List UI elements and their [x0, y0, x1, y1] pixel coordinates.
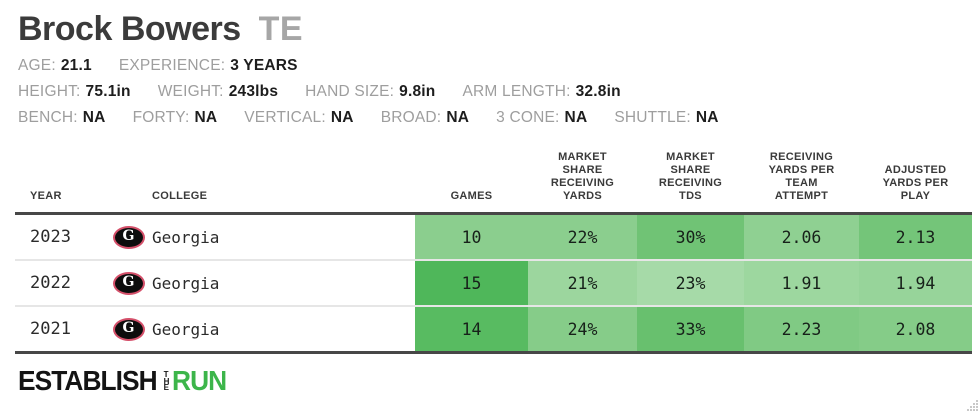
logo-the-letter: E: [163, 383, 169, 393]
bio-stat-experience: EXPERIENCE: 3 YEARS: [119, 57, 298, 75]
georgia-logo-letter: G: [122, 228, 135, 244]
college-cell: Georgia: [152, 319, 220, 339]
bio-stat-vertical: VERTICAL: NA: [244, 109, 353, 127]
bio-stat-hand-size: HAND SIZE: 9.8in: [305, 83, 435, 101]
bio-stat-forty: FORTY: NA: [133, 109, 218, 127]
bio-value: 9.8in: [399, 83, 436, 100]
bio-label: 3 CONE:: [496, 109, 560, 126]
georgia-logo-icon: G: [112, 225, 145, 249]
page-title: Brock Bowers TE: [18, 8, 980, 50]
bio-label: FORTY:: [132, 109, 190, 126]
year-cell: 2022: [30, 273, 71, 293]
college-logo-cell: G: [105, 307, 152, 351]
bio-label: HEIGHT:: [18, 83, 81, 100]
column-header-year: YEAR: [30, 190, 62, 202]
stat-cell-adj-ypp: 2.08: [859, 307, 972, 351]
player-position: TE: [258, 10, 304, 48]
bio-stat-bench: BENCH: NA: [18, 109, 106, 127]
stat-cell-ms-rec-tds: 33%: [637, 307, 744, 351]
logo-the-letter: T: [163, 370, 169, 380]
column-header-market-share-receiving-tds: MARKET SHARE RECEIVING TDS: [658, 151, 723, 202]
bio-row-2: HEIGHT: 75.1in WEIGHT: 243lbs HAND SIZE: 9.…: [18, 83, 980, 101]
bio-row-3: BENCH: NA FORTY: NA VERTICAL: NA BROAD: NA 3…: [18, 109, 980, 127]
georgia-logo-letter: G: [122, 274, 135, 290]
stat-cell-ms-rec-tds: 23%: [637, 261, 744, 305]
college-logo-cell: G: [105, 261, 152, 305]
bio-value: NA: [564, 109, 588, 126]
stat-cell-rec-ypta: 2.06: [744, 215, 859, 259]
bio-label: EXPERIENCE:: [118, 57, 226, 74]
bio-value: NA: [82, 109, 106, 126]
establish-the-run-logo: ESTABLISH T H E RUN: [18, 365, 980, 397]
bio-value: NA: [695, 109, 719, 126]
year-cell: 2021: [30, 319, 71, 339]
resize-grip-icon[interactable]: [965, 397, 979, 411]
bio-value: 21.1: [60, 57, 92, 74]
bio-stat-broad: BROAD: NA: [381, 109, 469, 127]
column-header-adjusted-yards-per-play: ADJUSTED YARDS PER PLAY: [882, 164, 949, 202]
stat-cell-rec-ypta: 2.23: [744, 307, 859, 351]
stat-cell-rec-ypta: 1.91: [744, 261, 859, 305]
bio-label: AGE:: [18, 57, 56, 74]
stat-cell-ms-rec-yards: 22%: [528, 215, 637, 259]
bio-stat-weight: WEIGHT: 243lbs: [158, 83, 278, 101]
logo-the-text: T H E: [163, 370, 170, 393]
stat-cell-ms-rec-yards: 21%: [528, 261, 637, 305]
bio-section: AGE: 21.1 EXPERIENCE: 3 YEARS HEIGHT: 75.1i…: [18, 57, 980, 127]
table-header-row: YEAR COLLEGE GAMES MARKET SHARE RECEIVIN…: [15, 135, 972, 215]
bio-value: 32.8in: [575, 83, 621, 100]
bio-value: NA: [446, 109, 470, 126]
stat-cell-games: 10: [415, 215, 528, 259]
bio-value: 3 YEARS: [230, 57, 298, 74]
table-row-2022: 2022 G Georgia 15 21% 23% 1.91 1.94: [15, 259, 972, 305]
bio-row-1: AGE: 21.1 EXPERIENCE: 3 YEARS: [18, 57, 980, 75]
bio-label: BROAD:: [380, 109, 442, 126]
bio-label: SHUTTLE:: [614, 109, 691, 126]
bio-stat-shuttle: SHUTTLE: NA: [614, 109, 718, 127]
college-cell: Georgia: [152, 273, 220, 293]
stat-cell-games: 14: [415, 307, 528, 351]
player-name: Brock Bowers: [18, 10, 241, 48]
column-header-market-share-receiving-yards: MARKET SHARE RECEIVING YARDS: [550, 151, 615, 202]
georgia-logo-letter: G: [122, 320, 135, 336]
stat-cell-ms-rec-tds: 30%: [637, 215, 744, 259]
college-stats-table: YEAR COLLEGE GAMES MARKET SHARE RECEIVIN…: [15, 135, 972, 354]
logo-establish-text: ESTABLISH: [18, 365, 158, 396]
stat-cell-adj-ypp: 2.13: [859, 215, 972, 259]
logo-run-text: RUN: [172, 365, 227, 396]
table-row-2023: 2023 G Georgia 10 22% 30% 2.06 2.13: [15, 215, 972, 259]
bio-label: VERTICAL:: [244, 109, 326, 126]
bio-stat-height: HEIGHT: 75.1in: [18, 83, 131, 101]
table-header-left: YEAR COLLEGE: [15, 190, 415, 203]
bio-label: HAND SIZE:: [305, 83, 395, 100]
bio-stat-3cone: 3 CONE: NA: [496, 109, 587, 127]
stat-cell-games: 15: [415, 261, 528, 305]
bio-label: WEIGHT:: [157, 83, 224, 100]
georgia-logo-icon: G: [112, 317, 145, 341]
bio-value: 243lbs: [228, 83, 279, 100]
bio-label: ARM LENGTH:: [462, 83, 571, 100]
stat-cell-ms-rec-yards: 24%: [528, 307, 637, 351]
column-header-receiving-yards-per-team-attempt: RECEIVING YARDS PER TEAM ATTEMPT: [768, 151, 835, 202]
bio-value: NA: [330, 109, 354, 126]
bio-stat-age: AGE: 21.1: [18, 57, 92, 75]
georgia-logo-icon: G: [112, 271, 145, 295]
table-body: 2023 G Georgia 10 22% 30% 2.06 2.13 2022…: [15, 215, 972, 354]
year-cell: 2023: [30, 227, 71, 247]
college-cell: Georgia: [152, 227, 220, 247]
bio-label: BENCH:: [18, 109, 78, 126]
logo-the-letter: H: [163, 376, 170, 386]
college-logo-cell: G: [105, 215, 152, 259]
stat-cell-adj-ypp: 1.94: [859, 261, 972, 305]
table-row-2021: 2021 G Georgia 14 24% 33% 2.23 2.08: [15, 305, 972, 351]
player-profile-card: Brock Bowers TE AGE: 21.1 EXPERIENCE: 3 YE…: [0, 8, 980, 411]
column-header-college: COLLEGE: [152, 190, 208, 202]
column-header-games: GAMES: [450, 190, 493, 202]
bio-value: NA: [194, 109, 218, 126]
bio-value: 75.1in: [85, 83, 131, 100]
bio-stat-arm-length: ARM LENGTH: 32.8in: [462, 83, 620, 101]
